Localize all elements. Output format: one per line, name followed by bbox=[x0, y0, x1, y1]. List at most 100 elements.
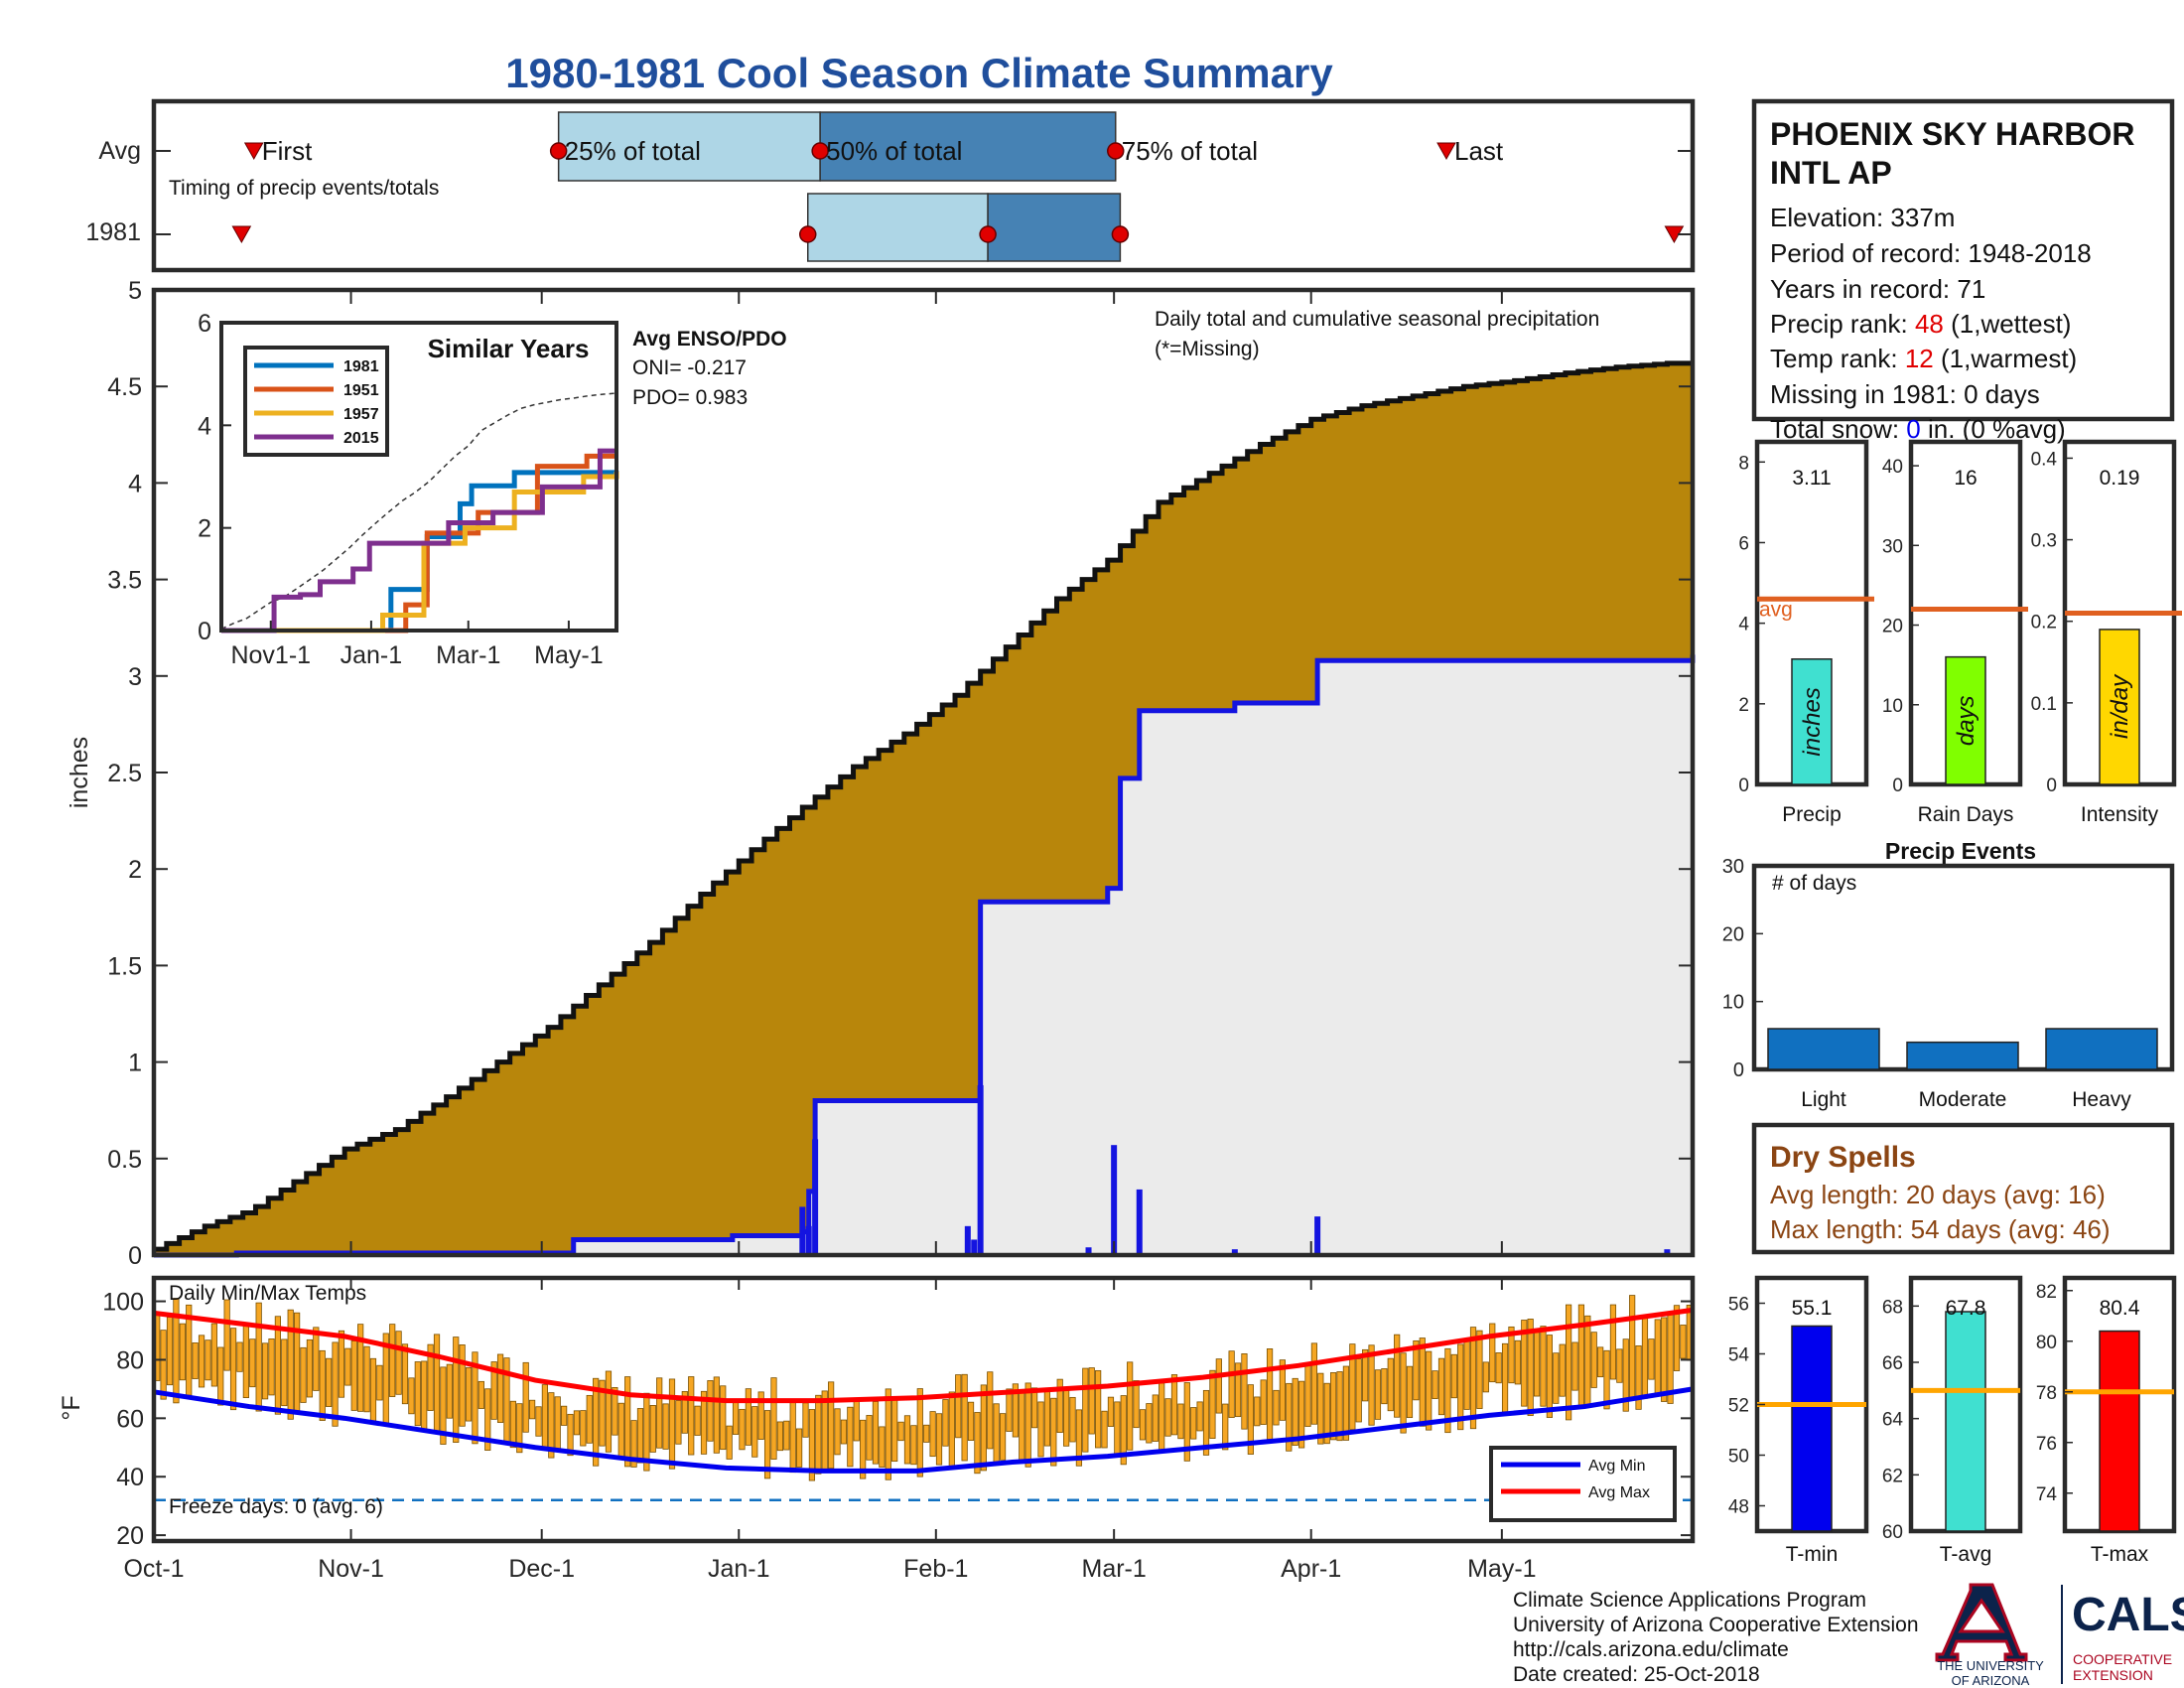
dry-spells-box: Dry Spells Avg length: 20 days (avg: 16)… bbox=[1751, 1122, 2175, 1255]
daily-temp-bar bbox=[287, 1309, 294, 1420]
footer-line1: Climate Science Applications Program bbox=[1513, 1589, 1866, 1612]
mini-bar-tick: 10 bbox=[1882, 696, 1903, 717]
daily-temp-bar bbox=[1673, 1305, 1681, 1371]
timing-caption: Timing of precip events/totals bbox=[169, 177, 439, 200]
mini-bar-tick: 0.3 bbox=[2031, 531, 2057, 552]
daily-temp-bar bbox=[1056, 1378, 1063, 1434]
daily-temp-bar bbox=[1234, 1362, 1242, 1418]
mini-bar-value: 3.11 bbox=[1792, 467, 1831, 490]
temp-bar-frame bbox=[2062, 1275, 2177, 1534]
daily-temp-bar bbox=[1101, 1410, 1108, 1449]
ua-logo-text-1: THE UNIVERSITY bbox=[1937, 1658, 2044, 1673]
daily-temp-bar bbox=[668, 1378, 676, 1470]
daily-precip-bar bbox=[805, 1225, 812, 1255]
timing-row-1981-label: 1981 bbox=[85, 218, 141, 246]
temp-y-tick-label: 40 bbox=[116, 1464, 144, 1491]
station-years: Years in record: 71 bbox=[1770, 274, 1985, 304]
station-elevation: Elevation: 337m bbox=[1770, 203, 1955, 232]
temp-y-tick-label: 60 bbox=[116, 1405, 144, 1433]
daily-temp-bar bbox=[1120, 1395, 1127, 1466]
mini-bar-label: Precip bbox=[1782, 803, 1842, 826]
daily-temp-bar bbox=[1342, 1365, 1350, 1441]
temp-ylabel: °F bbox=[58, 1395, 85, 1420]
daily-temp-bar bbox=[1082, 1367, 1089, 1453]
daily-temp-bar bbox=[993, 1403, 1000, 1464]
daily-temp-bar bbox=[484, 1388, 491, 1451]
temp-bar-T-min bbox=[1791, 1325, 1833, 1532]
x-tick-label: Feb-1 bbox=[903, 1555, 968, 1583]
precip-content bbox=[154, 360, 1696, 1258]
daily-temp-bar bbox=[1146, 1403, 1153, 1444]
x-tick-label: Nov-1 bbox=[318, 1555, 384, 1583]
daily-temp-bar bbox=[783, 1420, 790, 1451]
mini-bar-value: 16 bbox=[1954, 467, 1977, 490]
daily-temp-bar bbox=[179, 1323, 186, 1381]
timing-triangle-first bbox=[231, 225, 252, 244]
timing-marker-p25 bbox=[799, 225, 817, 243]
temp-bar-value: 67.8 bbox=[1946, 1297, 1986, 1320]
daily-temp-bar bbox=[1426, 1350, 1433, 1431]
box-25-50 bbox=[557, 111, 821, 182]
temp-bar-tick: 76 bbox=[2036, 1434, 2057, 1455]
x-tick-label: Dec-1 bbox=[508, 1555, 575, 1583]
mini-bar-tick: 20 bbox=[1882, 617, 1903, 637]
timing-row-avg-label: Avg bbox=[98, 137, 141, 165]
daily-temp-bar bbox=[223, 1299, 230, 1371]
mini-bar-unit: in/day bbox=[2107, 673, 2133, 739]
timing-triangle-last bbox=[1436, 142, 1456, 161]
daily-temp-bar bbox=[1164, 1398, 1171, 1437]
daily-temp-bar bbox=[205, 1339, 211, 1381]
avg-cumulative-line bbox=[154, 360, 1693, 1252]
temp-bar-label: T-max bbox=[2091, 1543, 2149, 1566]
year-cumulative-line bbox=[154, 654, 1696, 1258]
mini-bar-tick: 0 bbox=[1738, 775, 1749, 796]
daily-temp-bar bbox=[916, 1388, 923, 1477]
daily-temp-bar bbox=[1241, 1353, 1248, 1430]
mini-bar-unit: inches bbox=[1799, 687, 1826, 756]
legend-label-1951: 1951 bbox=[343, 382, 379, 399]
daily-temp-bar bbox=[249, 1338, 256, 1388]
timing-marker-p75 bbox=[1111, 225, 1130, 243]
daily-temp-bar bbox=[935, 1413, 943, 1466]
daily-temp-bar bbox=[1444, 1347, 1451, 1434]
daily-temp-bar bbox=[860, 1419, 867, 1479]
daily-temp-bar bbox=[1566, 1304, 1572, 1421]
timing-label-75: 75% of total bbox=[1122, 136, 1258, 166]
precip-y-ticks: 0 0.5 1 1.5 2 2.5 3 3.5 4 4.5 5 bbox=[107, 277, 1693, 1270]
temp-bar-label: T-avg bbox=[1940, 1543, 1992, 1566]
daily-temp-bar bbox=[478, 1380, 484, 1409]
timing-marker-p25 bbox=[549, 142, 568, 160]
daily-temp-bar bbox=[1310, 1342, 1318, 1425]
daily-temp-bar bbox=[1355, 1358, 1362, 1423]
daily-temp-bar bbox=[1381, 1368, 1388, 1405]
inset-title: Similar Years bbox=[428, 334, 590, 363]
daily-temp-bar bbox=[649, 1405, 656, 1453]
daily-temp-bar bbox=[1349, 1343, 1356, 1431]
daily-temp-bar bbox=[490, 1361, 497, 1420]
timing-marker-p50 bbox=[979, 225, 997, 243]
footer-line4: Date created: 25-Oct-2018 bbox=[1513, 1663, 1760, 1686]
daily-temp-bar bbox=[828, 1381, 835, 1470]
precip-panel: 0 0.5 1 1.5 2 2.5 3 3.5 4 4.5 5 inches Daily total… bbox=[66, 277, 1696, 1270]
daily-temp-bar bbox=[1304, 1365, 1311, 1427]
daily-temp-bar bbox=[1279, 1359, 1286, 1421]
daily-temp-bar bbox=[612, 1387, 618, 1436]
inset-x-tick-label: Nov1-1 bbox=[230, 641, 311, 669]
daily-temp-bar bbox=[675, 1400, 682, 1445]
daily-temp-bar bbox=[1597, 1346, 1604, 1378]
box-50-75 bbox=[987, 193, 1122, 262]
daily-temp-bar bbox=[955, 1374, 962, 1439]
daily-temp-bar bbox=[1616, 1348, 1623, 1383]
similar-years-inset: 0 2 4 6 Nov1-1 Jan-1 Mar-1 May-1 Similar Years… bbox=[198, 310, 619, 669]
daily-temp-bar bbox=[1069, 1396, 1076, 1443]
events-tick: 30 bbox=[1722, 856, 1744, 878]
daily-temp-bar bbox=[745, 1388, 751, 1446]
daily-temp-bar bbox=[408, 1377, 415, 1415]
daily-temp-bar bbox=[274, 1316, 281, 1415]
daily-temp-bar bbox=[885, 1388, 891, 1480]
inset-x-ticks: Nov1-1 Jan-1 Mar-1 May-1 bbox=[230, 621, 604, 669]
daily-temp-bar bbox=[1432, 1370, 1438, 1399]
daily-temp-bar bbox=[229, 1328, 237, 1411]
daily-temp-bar bbox=[853, 1398, 860, 1442]
